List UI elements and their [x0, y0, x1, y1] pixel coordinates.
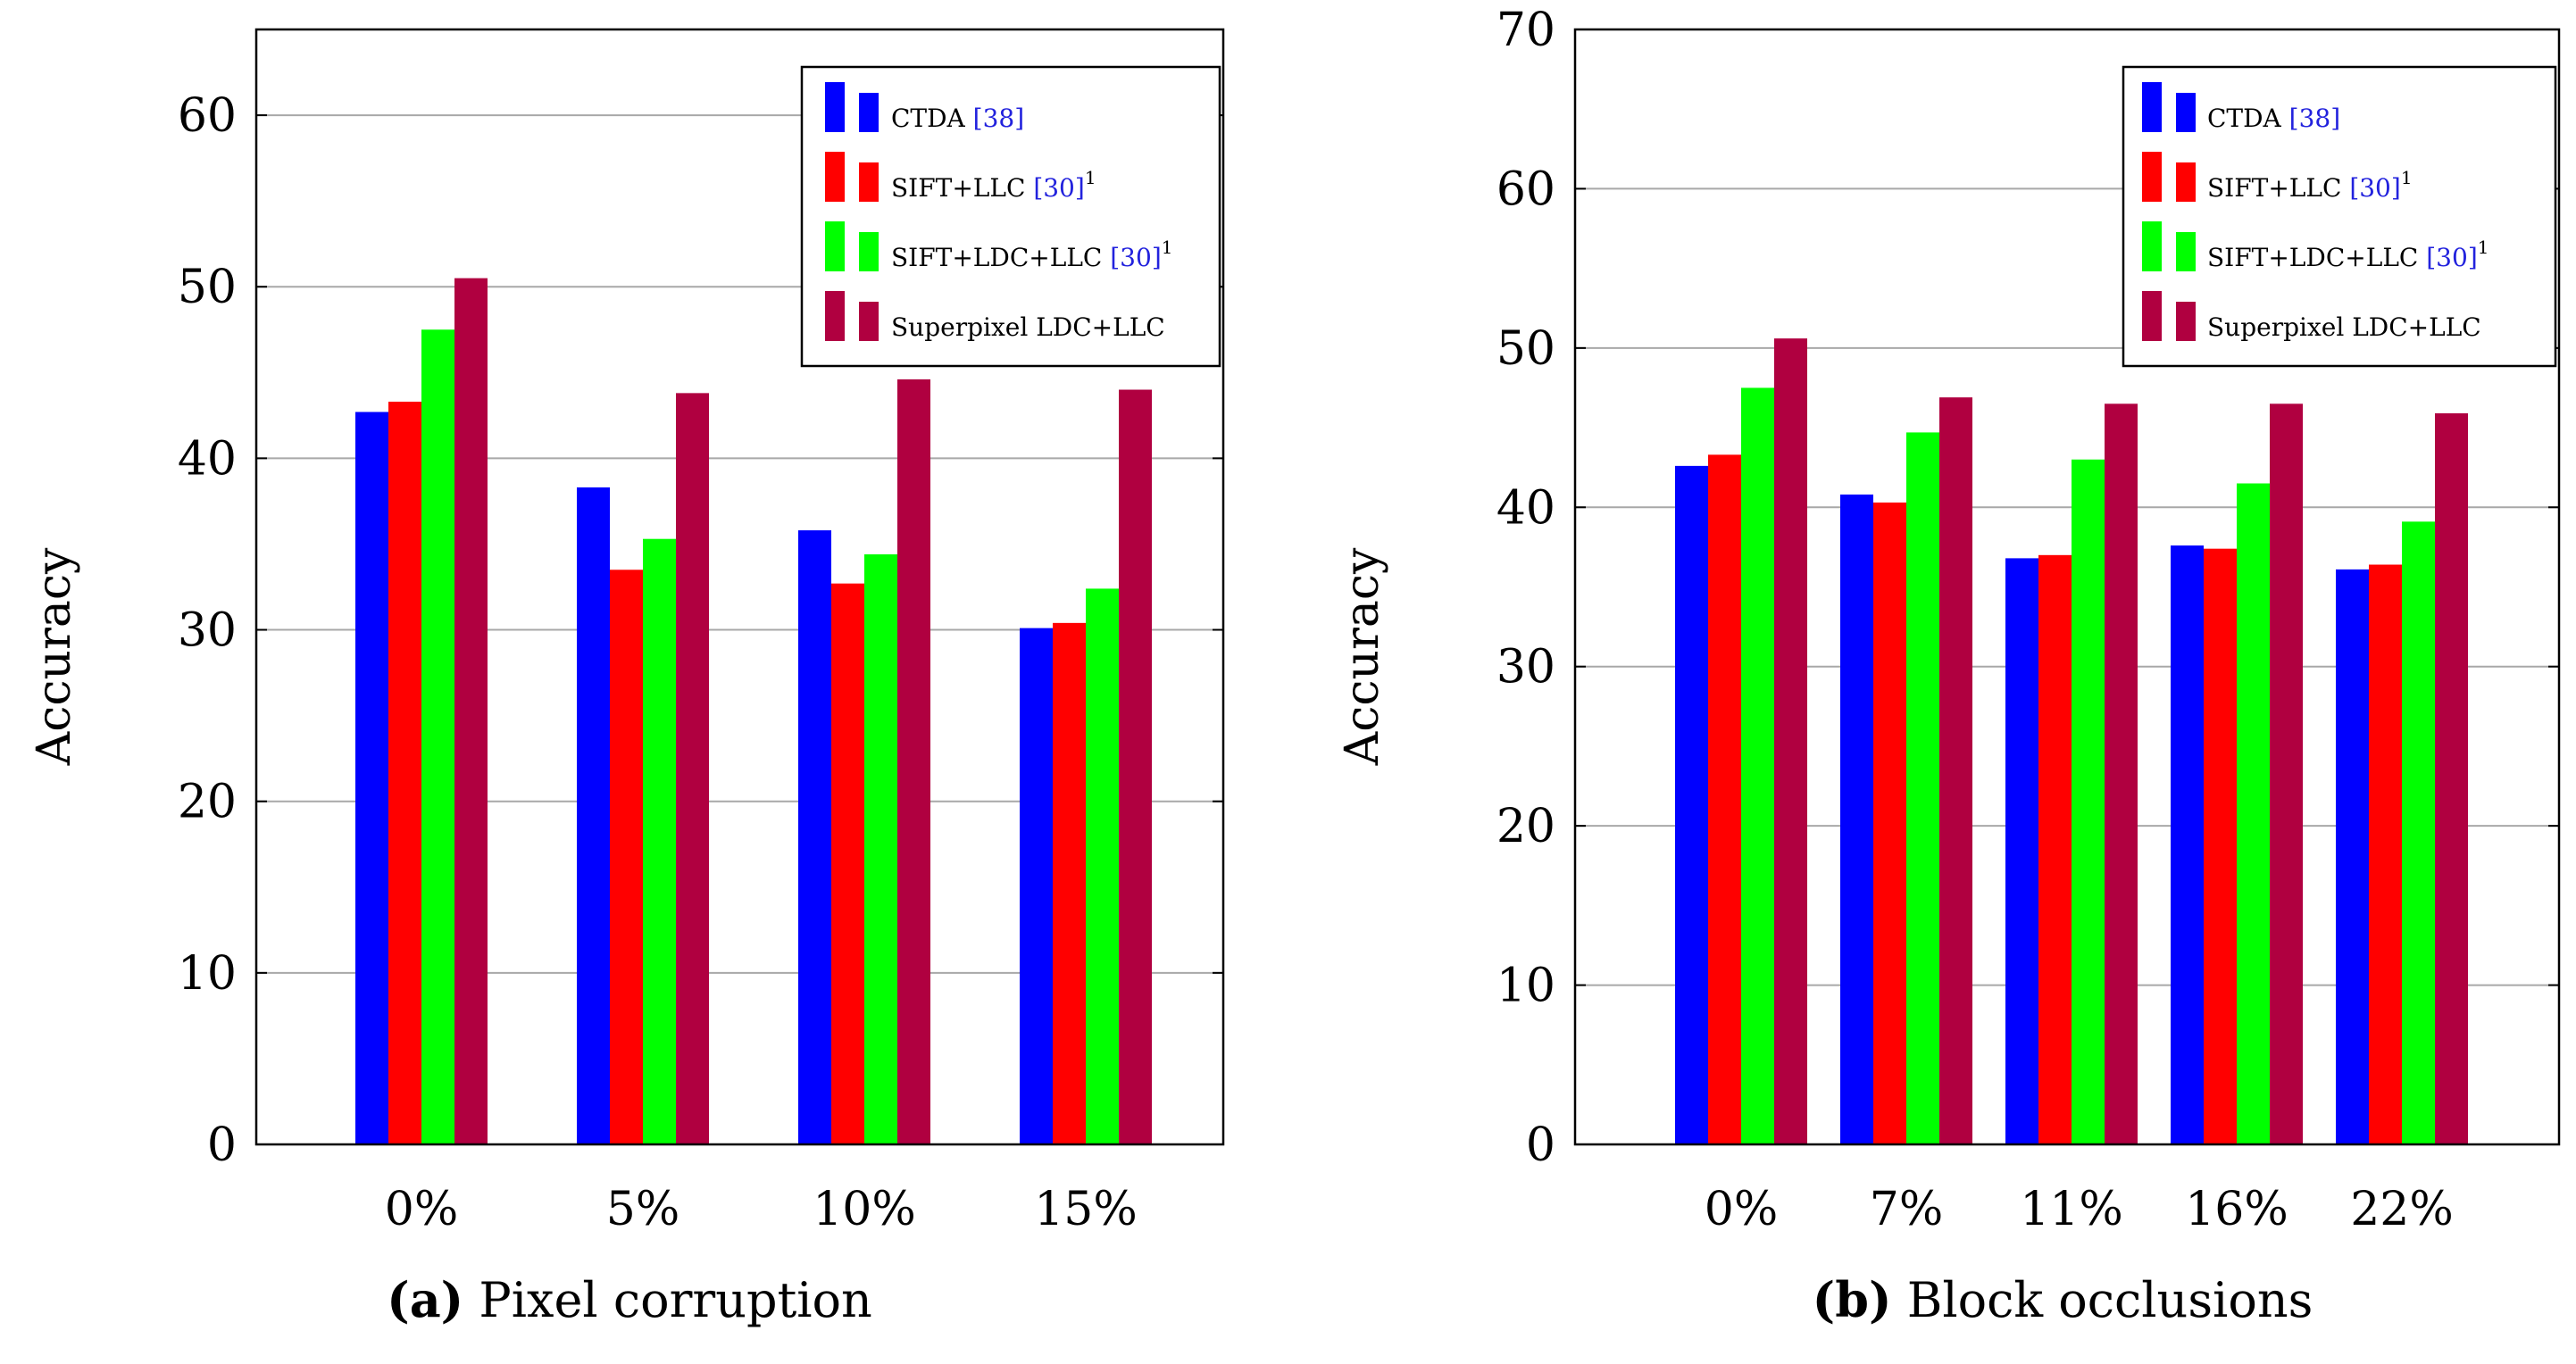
- legend: CTDA [38] SIFT+LLC [30]1 SIFT+LDC+LLC [30]…: [2122, 65, 2557, 368]
- legend-entry: CTDA [38]: [2207, 104, 2340, 133]
- legend-swatch: [859, 302, 879, 341]
- legend-swatch: [2176, 302, 2196, 341]
- x-tick-label: 0%: [385, 1183, 459, 1236]
- bar-ctda-5pct: [577, 487, 610, 1144]
- bar-sift-llc-0pct: [1708, 454, 1741, 1144]
- bar-superpixel-ldc-llc-0pct: [1774, 338, 1807, 1144]
- legend-entry: Superpixel LDC+LLC: [891, 312, 1165, 342]
- y-tick-label: 30: [1496, 641, 1555, 694]
- legend-swatch: [2176, 162, 2196, 202]
- y-axis-label: Accuracy: [28, 547, 81, 766]
- x-tick-label: 5%: [606, 1183, 680, 1236]
- x-tick-label: 10%: [813, 1183, 916, 1236]
- bar-ctda-0pct: [355, 412, 388, 1145]
- legend-entry: SIFT+LLC [30]1: [891, 167, 1096, 203]
- legend: CTDA [38] SIFT+LLC [30]1 SIFT+LDC+LLC [30]…: [800, 65, 1221, 368]
- bar-sift-llc-16pct: [2204, 548, 2237, 1144]
- bar-sift-llc-22pct: [2369, 564, 2402, 1144]
- legend-swatch: [825, 82, 845, 132]
- bar-superpixel-ldc-llc-22pct: [2435, 413, 2468, 1145]
- legend-swatch: [825, 291, 845, 341]
- bar-sift-ldc-llc-11pct: [2072, 459, 2105, 1144]
- y-tick-label: 20: [1496, 800, 1555, 853]
- x-tick-label: 22%: [2350, 1183, 2454, 1236]
- bar-sift-llc-0pct: [388, 401, 421, 1144]
- bar-ctda-7pct: [1840, 495, 1873, 1144]
- bar-superpixel-ldc-llc-11pct: [2105, 403, 2138, 1144]
- bar-superpixel-ldc-llc-5pct: [676, 393, 709, 1144]
- legend-swatch: [2142, 221, 2162, 271]
- figure-caption: (b) Block occlusions: [1813, 1271, 2313, 1328]
- bar-ctda-11pct: [2005, 558, 2038, 1144]
- plot-frame: [1573, 28, 2561, 1146]
- bar-sift-ldc-llc-5pct: [643, 538, 676, 1144]
- bar-ctda-15pct: [1020, 628, 1053, 1144]
- y-tick-label: 60: [1496, 162, 1555, 216]
- legend-swatch: [2176, 93, 2196, 132]
- y-tick-label: 70: [1496, 4, 1555, 57]
- y-tick-label: 30: [178, 604, 237, 658]
- bar-sift-llc-11pct: [2038, 554, 2072, 1144]
- chart-a: 0 10 20 30 40 50 60 0% 5% 10% 15% Accuracy CTDA [38]…: [28, 28, 1225, 1328]
- bar-ctda-16pct: [2171, 545, 2204, 1144]
- legend-entry: CTDA [38]: [891, 104, 1024, 133]
- legend-swatch: [2142, 152, 2162, 202]
- chart-b: 0 10 20 30 40 50 60 70 0% 7% 11% 16% 22% Accuracy CTDA…: [1336, 4, 2561, 1328]
- legend-swatch: [2142, 291, 2162, 341]
- figure-caption: (a) Pixel corruption: [387, 1271, 872, 1328]
- y-tick-label: 10: [178, 947, 237, 1001]
- bar-sift-llc-7pct: [1873, 502, 1906, 1144]
- legend-swatch: [2176, 232, 2196, 271]
- bar-sift-ldc-llc-22pct: [2402, 521, 2435, 1144]
- y-tick-label: 50: [1496, 322, 1555, 376]
- x-tick-label: 16%: [2185, 1183, 2288, 1236]
- x-tick-label: 0%: [1705, 1183, 1779, 1236]
- bar-sift-ldc-llc-16pct: [2237, 483, 2270, 1144]
- legend-entry: SIFT+LDC+LLC [30]1: [2207, 237, 2488, 272]
- legend-swatch: [859, 93, 879, 132]
- bar-superpixel-ldc-llc-7pct: [1939, 397, 1972, 1144]
- y-axis-label: Accuracy: [1336, 547, 1389, 766]
- legend-swatch: [2142, 82, 2162, 132]
- plot-frame: [254, 28, 1225, 1146]
- y-tick-label: 10: [1496, 960, 1555, 1013]
- bar-sift-ldc-llc-0pct: [1741, 387, 1774, 1144]
- y-tick-label: 50: [178, 261, 237, 314]
- bar-sift-ldc-llc-15pct: [1086, 588, 1119, 1144]
- bar-sift-ldc-llc-10pct: [864, 553, 897, 1144]
- bar-ctda-22pct: [2336, 569, 2369, 1144]
- bar-sift-llc-10pct: [831, 583, 864, 1144]
- y-tick-label: 0: [1526, 1119, 1555, 1172]
- bar-sift-ldc-llc-7pct: [1906, 432, 1939, 1144]
- bar-superpixel-ldc-llc-16pct: [2270, 403, 2303, 1144]
- x-tick-label: 11%: [2020, 1183, 2123, 1236]
- bar-superpixel-ldc-llc-15pct: [1119, 389, 1152, 1144]
- legend-entry: SIFT+LDC+LLC [30]1: [891, 237, 1172, 272]
- legend-swatch: [859, 232, 879, 271]
- y-tick-label: 60: [178, 89, 237, 143]
- bar-sift-llc-15pct: [1053, 622, 1086, 1144]
- bar-superpixel-ldc-llc-0pct: [454, 278, 488, 1145]
- x-tick-label: 7%: [1870, 1183, 1944, 1236]
- bar-ctda-0pct: [1675, 465, 1708, 1144]
- bar-ctda-10pct: [798, 530, 831, 1144]
- legend-swatch: [859, 162, 879, 202]
- legend-swatch: [825, 221, 845, 271]
- y-tick-label: 40: [178, 432, 237, 486]
- x-tick-label: 15%: [1034, 1183, 1138, 1236]
- y-tick-label: 40: [1496, 481, 1555, 535]
- legend-entry: Superpixel LDC+LLC: [2207, 312, 2481, 342]
- bar-sift-llc-5pct: [610, 570, 643, 1144]
- legend-swatch: [825, 152, 845, 202]
- bar-superpixel-ldc-llc-10pct: [897, 378, 930, 1144]
- bar-sift-ldc-llc-0pct: [421, 329, 454, 1144]
- y-tick-label: 0: [207, 1119, 237, 1172]
- legend-entry: SIFT+LLC [30]1: [2207, 167, 2413, 203]
- y-tick-label: 20: [178, 776, 237, 829]
